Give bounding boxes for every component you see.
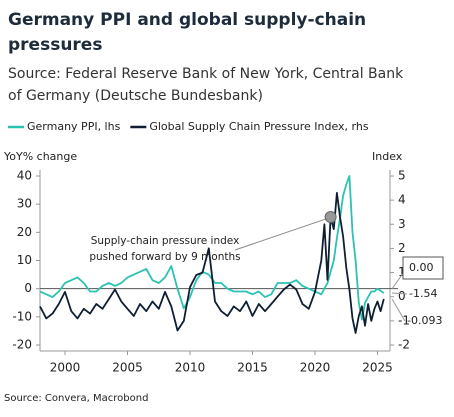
annotation-text: pushed forward by 9 months — [89, 251, 240, 263]
y-tick-label: -20 — [12, 338, 32, 352]
y-tick-label: -10 — [12, 309, 32, 323]
subtitle: of Germany (Deutsche Bundesbank) — [8, 88, 263, 104]
y2-tick-label: 2 — [398, 241, 406, 255]
chart-title: Germany PPI and global supply-chain — [8, 10, 366, 30]
x-tick-label: 2025 — [362, 361, 393, 375]
x-tick-label: 2015 — [237, 361, 268, 375]
series-line — [39, 192, 385, 334]
x-tick-label: 2000 — [50, 361, 81, 375]
y-tick-label: 30 — [17, 197, 32, 211]
series-line — [39, 175, 385, 321]
y2-tick-label: 0 — [398, 289, 406, 303]
end-label-box — [402, 256, 444, 280]
legend-label: Germany PPI, lhs — [27, 120, 121, 133]
end-label: -0.093 — [407, 314, 442, 327]
y2-tick-label: 5 — [398, 169, 406, 183]
y2-tick-label: -1 — [398, 313, 410, 327]
y-axis-title: YoY% change — [3, 150, 77, 163]
y2-tick-label: 3 — [398, 217, 406, 231]
y-tick-label: 40 — [17, 169, 32, 183]
subtitle: Source: Federal Reserve Bank of New York… — [8, 66, 404, 82]
annotation-point — [324, 211, 337, 224]
y-tick-label: 0 — [24, 281, 32, 295]
annotation-text: Supply-chain pressure index — [91, 235, 240, 247]
y2-tick-label: -2 — [398, 338, 410, 352]
end-label-connector — [391, 292, 408, 295]
end-label-connector — [391, 298, 406, 322]
chart-title: pressures — [8, 35, 102, 55]
y2-tick-label: 4 — [398, 193, 406, 207]
legend-label: Global Supply Chain Pressure Index, rhs — [149, 120, 369, 133]
x-tick-label: 2005 — [112, 361, 143, 375]
x-tick-label: 2020 — [300, 361, 331, 375]
end-label: -1.54 — [409, 287, 437, 300]
y-tick-label: 20 — [17, 225, 32, 239]
y2-axis-title: Index — [372, 150, 403, 163]
y2-tick-label: 1 — [398, 265, 406, 279]
y-tick-label: 10 — [17, 253, 32, 267]
annotation-arrow — [234, 218, 326, 251]
x-tick-label: 2010 — [175, 361, 206, 375]
end-label: 0.00 — [409, 261, 434, 274]
source: Source: Convera, Macrobond — [4, 393, 148, 404]
